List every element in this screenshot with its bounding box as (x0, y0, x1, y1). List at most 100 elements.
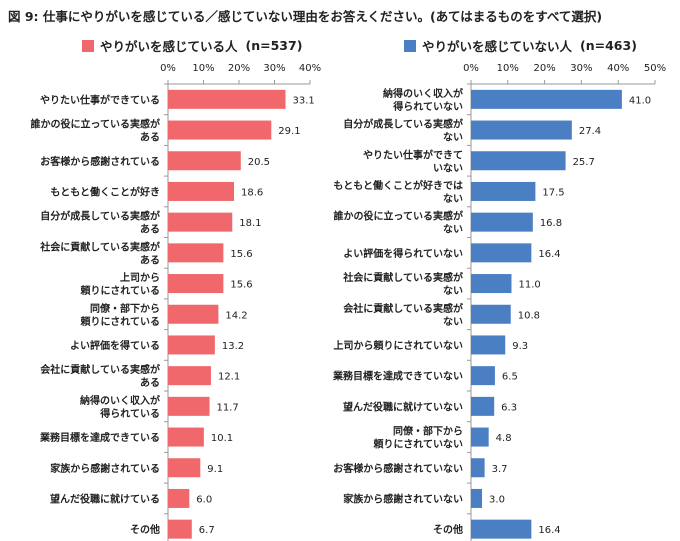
value-label-left: 18.1 (239, 218, 261, 229)
category-label-right: その他 (433, 523, 463, 536)
value-label-right: 16.4 (538, 249, 560, 260)
category-label-right: 納得のいく収入が得られていない (383, 87, 464, 113)
category-label-right: お客様から感謝されていない (333, 462, 463, 475)
value-label-left: 12.1 (218, 372, 240, 383)
category-label-left: よい評価を得ている (70, 339, 160, 352)
bar-left (168, 151, 241, 171)
category-label-left: 家族から感謝されている (50, 462, 160, 475)
category-label-left: 上司から頼りにされている (80, 271, 161, 297)
bar-right (471, 366, 495, 386)
category-label-left: その他 (130, 523, 160, 536)
category-label-right: 業務目標を達成できていない (332, 370, 463, 383)
category-label-right: 社会に貢献している実感がない (342, 271, 464, 297)
x-tick-label-right: 50% (644, 63, 666, 74)
value-label-right: 25.7 (573, 157, 595, 168)
value-label-right: 41.0 (629, 95, 651, 106)
category-label-left: 同僚・部下から頼りにされている (80, 302, 161, 328)
value-label-left: 29.1 (278, 126, 300, 137)
value-label-left: 11.7 (217, 402, 239, 413)
value-label-right: 9.3 (512, 341, 528, 352)
value-label-right: 6.5 (502, 372, 518, 383)
legend-right: やりがいを感じていない人 (n=463) (404, 36, 637, 55)
legend-left: やりがいを感じている人 (n=537) (82, 36, 302, 55)
bar-left (168, 304, 219, 324)
value-label-right: 16.8 (540, 218, 562, 229)
value-label-left: 33.1 (293, 95, 315, 106)
legend-swatch-left (82, 39, 94, 52)
bar-left (168, 89, 286, 109)
bar-left (168, 366, 211, 386)
legend-swatch-right (404, 39, 416, 52)
category-label-left: 誰かの役に立っている実感がある (31, 118, 161, 144)
category-label-right: 上司から頼りにされていない (334, 339, 464, 352)
bar-right (471, 458, 485, 478)
value-label-left: 13.2 (222, 341, 244, 352)
x-tick-label-right: 10% (497, 63, 519, 74)
category-label-right: 望んだ役職に就けていない (343, 400, 463, 413)
value-label-left: 9.1 (207, 464, 223, 475)
legend-n-left: (n=537) (245, 38, 303, 53)
value-label-left: 10.1 (211, 433, 233, 444)
bar-left (168, 488, 190, 508)
value-label-left: 18.6 (241, 187, 263, 198)
category-label-left: お客様から感謝されている (40, 155, 160, 168)
bar-left (168, 396, 210, 416)
bar-right (471, 519, 532, 539)
category-label-left: 納得のいく収入が得られている (80, 394, 161, 420)
legend-series-left: やりがいを感じている人 (100, 39, 238, 54)
x-tick-label-left: 20% (228, 63, 250, 74)
value-label-left: 20.5 (248, 157, 270, 168)
category-label-right: 会社に貢献している実感がない (343, 302, 464, 328)
category-label-right: 誰かの役に立っている実感がない (334, 210, 464, 236)
category-label-right: もともと働くことが好きではない (333, 179, 463, 205)
figure-title: 図 9: 仕事にやりがいを感じている／感じていない理由をお答えください。(あては… (8, 9, 603, 24)
value-label-right: 27.4 (579, 126, 601, 137)
category-label-right: 家族から感謝されていない (343, 492, 463, 505)
bar-right (471, 274, 512, 294)
bar-right (471, 89, 622, 109)
value-label-right: 3.7 (492, 464, 508, 475)
x-tick-label-right: 40% (607, 63, 629, 74)
value-label-right: 17.5 (542, 187, 564, 198)
value-label-left: 15.6 (230, 280, 252, 291)
bar-right (471, 151, 566, 171)
value-label-right: 16.4 (538, 525, 560, 536)
bar-right (471, 212, 533, 232)
x-tick-label-left: 40% (299, 63, 321, 74)
bar-right (471, 181, 536, 201)
legend-series-right: やりがいを感じていない人 (422, 39, 573, 54)
category-label-left: 社会に貢献している実感がある (39, 240, 161, 266)
value-label-left: 15.6 (230, 249, 252, 260)
category-label-left: もともと働くことが好き (50, 185, 160, 198)
bar-left (168, 181, 235, 201)
bar-right (471, 427, 489, 447)
category-label-left: やりたい仕事ができている (40, 93, 160, 106)
bar-left (168, 519, 192, 539)
bar-right (471, 396, 495, 416)
legend-n-right: (n=463) (580, 38, 637, 53)
bar-left (168, 458, 201, 478)
value-label-right: 3.0 (489, 494, 505, 505)
value-label-left: 14.2 (225, 310, 247, 321)
category-label-left: 望んだ役職に就けている (50, 492, 160, 505)
x-tick-label-right: 0% (463, 63, 479, 74)
value-label-left: 6.0 (196, 494, 212, 505)
x-tick-label-left: 0% (160, 63, 176, 74)
category-label-left: 自分が成長している実感がある (40, 210, 161, 236)
bar-left (168, 212, 233, 232)
x-tick-label-left: 30% (263, 63, 285, 74)
value-label-right: 10.8 (518, 310, 540, 321)
bar-right (471, 304, 511, 324)
bar-right (471, 243, 532, 263)
category-label-right: よい評価を得られていない (343, 247, 463, 260)
value-label-right: 11.0 (518, 280, 540, 291)
category-label-right: 自分が成長している実感がない (343, 118, 464, 144)
x-tick-label-right: 30% (570, 63, 592, 74)
category-label-left: 業務目標を達成できている (39, 431, 160, 444)
category-label-right: 同僚・部下から頼りにされていない (373, 425, 464, 451)
bar-left (168, 120, 272, 140)
bar-left (168, 243, 224, 263)
x-tick-label-left: 10% (192, 63, 214, 74)
value-label-right: 4.8 (496, 433, 512, 444)
